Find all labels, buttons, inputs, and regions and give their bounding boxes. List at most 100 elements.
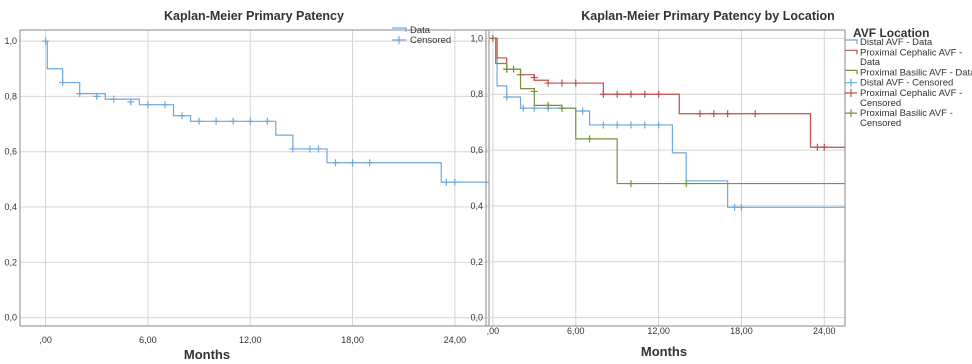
- left-plot-frame: [19, 29, 490, 327]
- right-censor-mark-1: [627, 90, 635, 98]
- left-y-tick-label: 1,0: [4, 36, 17, 46]
- right-y-tick-label: 0,6: [470, 145, 483, 155]
- left-y-tick-label: 0,4: [4, 202, 17, 212]
- left-x-tick-label: 18,00: [341, 335, 364, 345]
- right-x-tick-label: ,00: [487, 326, 500, 336]
- right-legend-label: Proximal Cephalic AVF -: [860, 88, 962, 99]
- left-x-axis-title: Months: [184, 347, 230, 362]
- right-y-tick-label: 0,2: [470, 257, 483, 267]
- right-legend-censor-swatch: [845, 109, 857, 118]
- right-x-tick-label: 6,00: [567, 326, 585, 336]
- right-x-axis-title: Months: [641, 344, 687, 359]
- left-chart-title: Kaplan-Meier Primary Patency: [164, 9, 344, 23]
- left-x-tick-label: 24,00: [444, 335, 467, 345]
- left-censor-mark-0: [314, 145, 322, 153]
- right-censor-mark-1: [655, 90, 663, 98]
- left-censor-mark-0: [110, 95, 118, 103]
- right-legend-label: Proximal Cephalic AVF -: [860, 47, 962, 58]
- right-censor-mark-1: [558, 79, 566, 87]
- left-censor-mark-0: [59, 79, 67, 87]
- right-survival-curves: [489, 34, 845, 211]
- right-series-line-1: [492, 37, 845, 148]
- left-censor-mark-0: [263, 117, 271, 125]
- left-censor-mark-0: [306, 145, 314, 153]
- left-censor-mark-0: [42, 37, 50, 45]
- right-censor-mark-1: [613, 90, 621, 98]
- right-gridlines: [486, 30, 845, 326]
- right-legend-label: Distal AVF - Censored: [860, 78, 953, 89]
- right-censor-mark-2: [682, 180, 690, 188]
- right-plot-frame: [485, 29, 846, 327]
- right-x-tick-label: 18,00: [730, 326, 753, 336]
- left-censor-mark-0: [195, 117, 203, 125]
- left-censor-mark-0: [93, 92, 101, 100]
- left-survival-curves: [42, 37, 489, 186]
- left-chart-panel: Kaplan-Meier Primary Patency 0,0 0,2 0,4 0,…: [4, 9, 490, 362]
- right-legend-censor-swatch: [845, 89, 857, 97]
- left-censor-mark-0: [246, 117, 254, 125]
- right-censor-mark-1: [530, 73, 538, 81]
- right-censor-mark-0: [579, 107, 587, 115]
- right-censor-mark-2: [503, 65, 511, 73]
- right-censor-mark-0: [627, 121, 635, 129]
- left-censor-mark-0: [332, 159, 340, 167]
- right-y-tick-label: 1,0: [470, 33, 483, 43]
- right-censor-mark-1: [696, 110, 704, 118]
- right-x-tick-label: 24,00: [813, 326, 836, 336]
- right-censor-mark-2: [586, 135, 594, 143]
- right-legend-line-swatch: [845, 39, 858, 44]
- left-series-line-0: [45, 40, 489, 183]
- left-censor-mark-0: [366, 159, 374, 167]
- right-censor-mark-0: [655, 121, 663, 129]
- left-censor-mark-0: [451, 178, 459, 186]
- right-x-tick-label: 12,00: [647, 326, 670, 336]
- right-legend-label: Proximal Basilic AVF - Data: [860, 67, 972, 78]
- left-censor-mark-0: [442, 178, 450, 186]
- right-censor-mark-0: [737, 203, 745, 211]
- right-axis-ticks: 0,0 0,2 0,4 0,6 0,8 1,0 ,00 6,00 12,00 18,00 24,00: [470, 33, 835, 336]
- left-censor-mark-0: [144, 101, 152, 109]
- right-censor-mark-0: [641, 121, 649, 129]
- right-censor-mark-1: [820, 143, 828, 151]
- right-y-tick-label: 0,4: [470, 201, 483, 211]
- right-legend-label: Data: [860, 57, 881, 68]
- right-legend-line-swatch: [845, 49, 858, 55]
- right-chart-title: Kaplan-Meier Primary Patency by Location: [581, 9, 835, 23]
- left-censor-mark-0: [76, 90, 84, 98]
- right-censor-mark-0: [613, 121, 621, 129]
- left-y-tick-label: 0,0: [4, 313, 17, 323]
- right-y-tick-label: 0,0: [470, 313, 483, 323]
- left-x-tick-label: ,00: [39, 335, 52, 345]
- right-censor-mark-2: [627, 180, 635, 188]
- right-censor-mark-1: [813, 143, 821, 151]
- right-censor-mark-2: [530, 87, 538, 95]
- left-legend-label: Data: [410, 25, 431, 36]
- right-legend-label: Censored: [860, 118, 901, 129]
- right-censor-mark-1: [751, 110, 759, 118]
- right-censor-mark-0: [599, 121, 607, 129]
- left-legend-label: Censored: [410, 35, 451, 46]
- right-censor-mark-2: [544, 101, 552, 109]
- right-legend-title: AVF Location: [853, 26, 929, 40]
- left-y-tick-label: 0,8: [4, 91, 17, 101]
- right-legend-censor-swatch: [845, 78, 857, 87]
- right-censor-mark-1: [572, 79, 580, 87]
- left-y-tick-label: 0,2: [4, 257, 17, 267]
- right-series-line-0: [492, 37, 845, 208]
- right-legend-label: Distal AVF - Data: [860, 37, 933, 48]
- left-y-tick-label: 0,6: [4, 147, 17, 157]
- left-x-tick-label: 12,00: [239, 335, 262, 345]
- left-censor-mark-0: [161, 101, 169, 109]
- left-legend-line-swatch: [392, 27, 407, 32]
- right-censor-mark-1: [599, 90, 607, 98]
- right-censor-mark-1: [544, 79, 552, 87]
- right-censor-mark-2: [558, 104, 566, 112]
- right-legend-label: Proximal Basilic AVF -: [860, 108, 953, 119]
- right-censor-mark-0: [731, 203, 739, 211]
- right-legend-label: Censored: [860, 98, 901, 109]
- left-censor-mark-0: [229, 117, 237, 125]
- left-censor-mark-0: [212, 117, 220, 125]
